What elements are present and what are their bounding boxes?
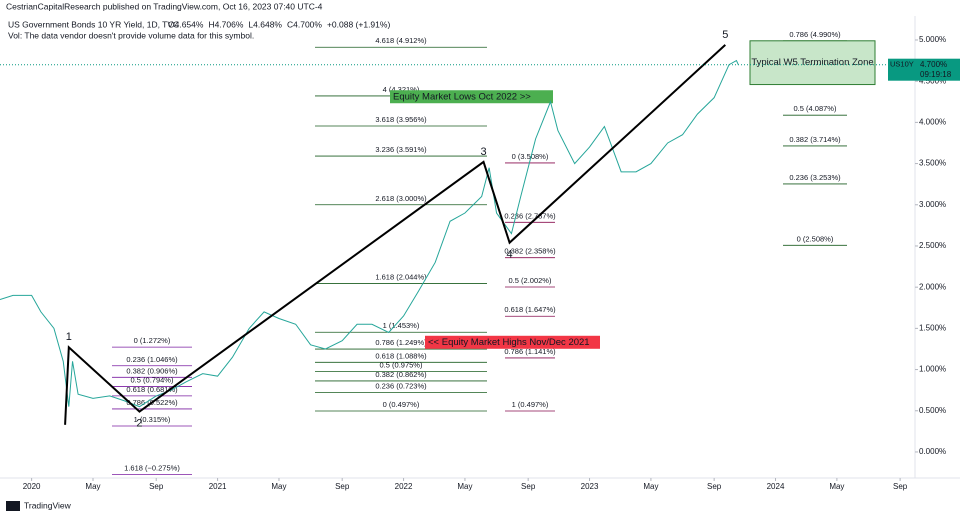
x-tick-label: 2020: [23, 482, 41, 491]
y-tick-label: 3.000%: [919, 200, 946, 209]
x-tick-label: May: [271, 482, 286, 491]
x-tick-label: May: [643, 482, 658, 491]
y-tick-label: 3.500%: [919, 159, 946, 168]
fib-label: 0.5 (0.975%): [380, 361, 423, 370]
wave-label: 5: [722, 29, 728, 41]
legend-value: H4.706%: [208, 19, 243, 29]
last-price-time: 09:19:18: [920, 70, 952, 79]
annotation-box: [749, 40, 876, 86]
annotation-text: Equity Market Lows Oct 2022 >>: [393, 91, 531, 102]
fib-label: 0 (0.497%): [383, 400, 420, 409]
legend-value: O4.654%: [168, 19, 204, 29]
y-tick-label: 2.000%: [919, 282, 946, 291]
fib-label: 0 (1.272%): [134, 336, 171, 345]
x-tick-label: Sep: [521, 482, 536, 491]
fib-label: 1 (0.315%): [134, 415, 171, 424]
x-tick-label: May: [85, 482, 100, 491]
fib-label: 1 (0.497%): [512, 400, 549, 409]
annotation-text: Typical W5 Termination Zone: [751, 57, 873, 68]
y-tick-label: 1.500%: [919, 323, 946, 332]
last-price-symbol: US10Y: [890, 60, 914, 69]
footer-brand: TradingView: [24, 500, 72, 510]
fib-label: 4 (4.321%): [383, 85, 420, 94]
fib-label: 0.382 (3.714%): [789, 135, 841, 144]
y-tick-label: 4.000%: [919, 117, 946, 126]
y-tick-label: 4.500%: [919, 76, 946, 85]
y-tick-label: 1.000%: [919, 365, 946, 374]
fib-label: 3.618 (3.956%): [375, 115, 427, 124]
fib-label: 0.786 (4.990%): [789, 30, 841, 39]
legend-value: C4.700%: [287, 19, 322, 29]
published-line: CestrianCapitalResearch published on Tra…: [6, 1, 323, 11]
price-line: [0, 59, 739, 408]
fib-label: 0.618 (0.681%): [126, 385, 178, 394]
annotation-text: << Equity Market Highs Nov/Dec 2021: [428, 337, 590, 348]
x-tick-label: 2023: [581, 482, 599, 491]
x-tick-label: May: [829, 482, 844, 491]
fib-label: 0.382 (2.358%): [504, 247, 556, 256]
fib-label: 0.618 (1.647%): [504, 305, 556, 314]
symbol-title: US Government Bonds 10 YR Yield, 1D, TVC: [8, 19, 179, 29]
fib-label: 1.618 (2.044%): [375, 273, 427, 282]
fib-label: 0.786 (1.141%): [504, 347, 556, 356]
fib-label: 0 (2.508%): [797, 234, 834, 243]
y-tick-label: 5.000%: [919, 35, 946, 44]
y-tick-label: 0.000%: [919, 447, 946, 456]
last-price-box: [888, 58, 960, 81]
fib-label: 0.382 (0.906%): [126, 366, 178, 375]
x-tick-label: 2022: [395, 482, 413, 491]
x-tick-label: Sep: [707, 482, 722, 491]
fib-label: 0.5 (2.002%): [509, 276, 552, 285]
fib-label: 0.5 (4.087%): [794, 104, 837, 113]
wave-label: 3: [480, 146, 486, 158]
logo: [6, 501, 20, 511]
x-tick-label: 2021: [209, 482, 227, 491]
annotation-box: [425, 335, 600, 349]
fib-label: 0.236 (3.253%): [789, 173, 841, 182]
fib-label: 3.236 (3.591%): [375, 145, 427, 154]
fib-label: 1 (1.453%): [383, 321, 420, 330]
fib-label: 0.5 (0.794%): [131, 376, 174, 385]
volume-note: Vol: The data vendor doesn't provide vol…: [8, 30, 254, 40]
fib-label: 2.618 (3.000%): [375, 194, 427, 203]
x-tick-label: Sep: [149, 482, 164, 491]
annotation-box: [390, 90, 553, 104]
fib-label: 0.236 (1.046%): [126, 355, 178, 364]
legend-value: L4.648%: [248, 19, 282, 29]
fib-label: 1.618 (−0.275%): [124, 464, 180, 473]
fib-label: 0.236 (0.723%): [375, 381, 427, 390]
fib-label: 0.618 (1.088%): [375, 351, 427, 360]
wave-line: [64, 44, 726, 425]
fib-label: 4.618 (4.912%): [375, 36, 427, 45]
fib-label: 0 (3.508%): [512, 152, 549, 161]
fib-label: 0.382 (0.862%): [375, 370, 427, 379]
wave-label: 1: [66, 331, 72, 343]
x-tick-label: May: [457, 482, 472, 491]
fib-label: 0.236 (2.787%): [504, 211, 556, 220]
legend-value: +0.088 (+1.91%): [327, 19, 390, 29]
x-tick-label: 2024: [767, 482, 785, 491]
fib-label: 0.786 (1.249%): [375, 338, 427, 347]
last-price-label: 4.700%: [920, 60, 947, 69]
wave-label: 4: [507, 249, 513, 261]
x-tick-label: Sep: [893, 482, 908, 491]
wave-label: 2: [136, 417, 142, 429]
y-tick-label: 2.500%: [919, 241, 946, 250]
x-tick-label: Sep: [335, 482, 350, 491]
y-tick-label: 0.500%: [919, 406, 946, 415]
